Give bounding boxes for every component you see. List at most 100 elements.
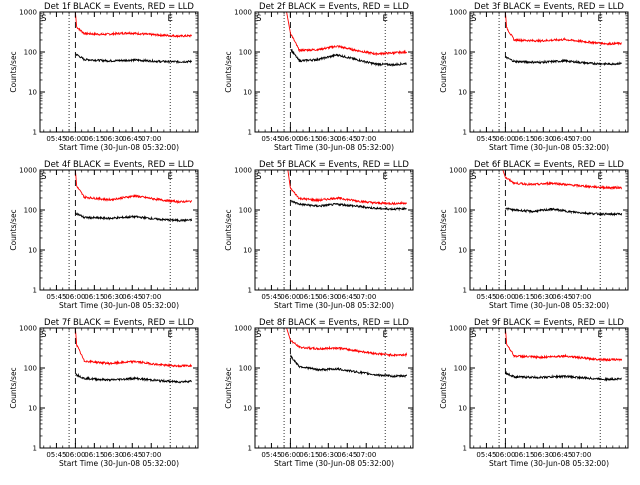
y-tick-label: 10 xyxy=(28,89,37,97)
x-tick-label: 05:45 xyxy=(46,135,66,143)
panel-det-4f: Det 4f BLACK = Events, RED = LLD 1 10 100 10… xyxy=(9,160,199,310)
start-marker: S xyxy=(256,14,261,24)
axes-frame xyxy=(469,11,629,133)
x-tick-label: 06:00 xyxy=(65,293,85,301)
x-tick-label: 06:00 xyxy=(280,451,300,459)
y-tick-label: 100 xyxy=(239,365,252,373)
x-tick-label: 05:45 xyxy=(476,135,496,143)
series-events-black xyxy=(290,48,407,67)
panel-title: Det 6f BLACK = Events, RED = LLD xyxy=(474,160,624,170)
y-tick-label: 1 xyxy=(33,129,37,137)
y-tick-label: 10 xyxy=(243,89,252,97)
series-lld-red xyxy=(255,12,408,57)
x-tick-label: 06:30 xyxy=(533,293,553,301)
x-tick-label: 06:00 xyxy=(65,451,85,459)
end-marker: E xyxy=(383,330,388,340)
x-tick-label: 06:00 xyxy=(495,293,515,301)
y-tick-label: 100 xyxy=(239,207,252,215)
panel-title: Det 2f BLACK = Events, RED = LLD xyxy=(259,2,409,12)
end-marker: E xyxy=(168,172,173,182)
x-tick-label: 06:30 xyxy=(318,135,338,143)
plot-area xyxy=(255,12,408,132)
x-tick-label: 06:00 xyxy=(280,135,300,143)
x-tick-label: 06:15 xyxy=(514,451,534,459)
x-tick-label: 06:00 xyxy=(495,135,515,143)
panel-det-2f: Det 2f BLACK = Events, RED = LLD 1 10 100 10… xyxy=(224,2,414,152)
y-tick-label: 1 xyxy=(33,445,37,453)
y-tick-label: 100 xyxy=(24,207,37,215)
x-axis-label: Start Time (30-Jun-08 05:32:00) xyxy=(274,459,394,468)
x-tick-label: 05:45 xyxy=(46,293,66,301)
axes-frame xyxy=(39,169,199,291)
y-tick-label: 100 xyxy=(24,49,37,57)
end-marker: E xyxy=(598,14,603,24)
x-tick-label: 06:00 xyxy=(495,451,515,459)
y-axis-label: Counts/sec xyxy=(9,367,18,408)
start-marker: S xyxy=(256,330,261,340)
y-tick-label: 10 xyxy=(28,405,37,413)
plot-area xyxy=(255,170,408,290)
x-tick-label: 06:00 xyxy=(65,135,85,143)
y-axis-label: Counts/sec xyxy=(224,209,233,250)
end-marker: E xyxy=(383,14,388,24)
x-tick-label: 06:15 xyxy=(299,293,319,301)
y-tick-label: 100 xyxy=(454,49,467,57)
y-tick-label: 100 xyxy=(239,49,252,57)
start-marker: S xyxy=(41,172,46,182)
panel-title: Det 4f BLACK = Events, RED = LLD xyxy=(44,160,194,170)
x-tick-label: 06:15 xyxy=(84,293,104,301)
x-tick-label: 06:45 xyxy=(337,135,357,143)
x-tick-label: 05:45 xyxy=(476,293,496,301)
x-tick-label: 06:15 xyxy=(299,135,319,143)
series-lld-red xyxy=(40,170,193,205)
end-marker: E xyxy=(168,14,173,24)
x-tick-label: 07:00 xyxy=(571,451,591,459)
x-axis-label: Start Time (30-Jun-08 05:32:00) xyxy=(274,301,394,310)
x-tick-label: 06:15 xyxy=(84,451,104,459)
x-tick-label: 06:30 xyxy=(103,135,123,143)
y-tick-label: 1000 xyxy=(19,9,37,17)
start-marker: S xyxy=(471,330,476,340)
series-lld-red xyxy=(40,328,193,368)
start-marker: S xyxy=(41,14,46,24)
y-tick-label: 10 xyxy=(458,89,467,97)
end-marker: E xyxy=(168,330,173,340)
panel-det-1f: Det 1f BLACK = Events, RED = LLD 1 10 100 10… xyxy=(9,2,199,152)
series-events-black xyxy=(75,372,192,384)
x-tick-label: 07:00 xyxy=(571,135,591,143)
start-marker: S xyxy=(41,330,46,340)
series-events-black xyxy=(290,199,407,212)
y-axis-label: Counts/sec xyxy=(224,367,233,408)
x-tick-label: 05:45 xyxy=(261,135,281,143)
x-tick-label: 06:15 xyxy=(299,451,319,459)
y-axis-label: Counts/sec xyxy=(439,209,448,250)
x-tick-label: 06:30 xyxy=(318,293,338,301)
panel-title: Det 8f BLACK = Events, RED = LLD xyxy=(259,318,409,328)
y-tick-label: 1 xyxy=(248,129,252,137)
y-tick-label: 1000 xyxy=(234,167,252,175)
series-events-black xyxy=(289,353,408,379)
plot-area xyxy=(40,328,193,448)
plot-area xyxy=(40,170,193,290)
y-tick-label: 10 xyxy=(243,405,252,413)
x-tick-label: 06:45 xyxy=(122,451,142,459)
x-tick-label: 06:45 xyxy=(337,293,357,301)
series-lld-red xyxy=(40,12,193,39)
panel-det-7f: Det 7f BLACK = Events, RED = LLD 1 10 100 10… xyxy=(9,318,199,468)
y-tick-label: 100 xyxy=(24,365,37,373)
x-tick-label: 05:45 xyxy=(261,293,281,301)
plot-area xyxy=(40,12,193,132)
start-marker: S xyxy=(471,14,476,24)
x-tick-label: 06:45 xyxy=(552,135,572,143)
x-tick-label: 06:45 xyxy=(337,451,357,459)
x-tick-label: 07:00 xyxy=(356,451,376,459)
x-tick-label: 06:45 xyxy=(552,451,572,459)
x-tick-label: 06:30 xyxy=(533,451,553,459)
y-tick-label: 1000 xyxy=(449,325,467,333)
x-tick-label: 06:45 xyxy=(122,293,142,301)
series-events-black xyxy=(504,370,622,382)
x-axis-label: Start Time (30-Jun-08 05:32:00) xyxy=(59,301,179,310)
x-tick-label: 07:00 xyxy=(571,293,591,301)
x-tick-label: 05:45 xyxy=(476,451,496,459)
